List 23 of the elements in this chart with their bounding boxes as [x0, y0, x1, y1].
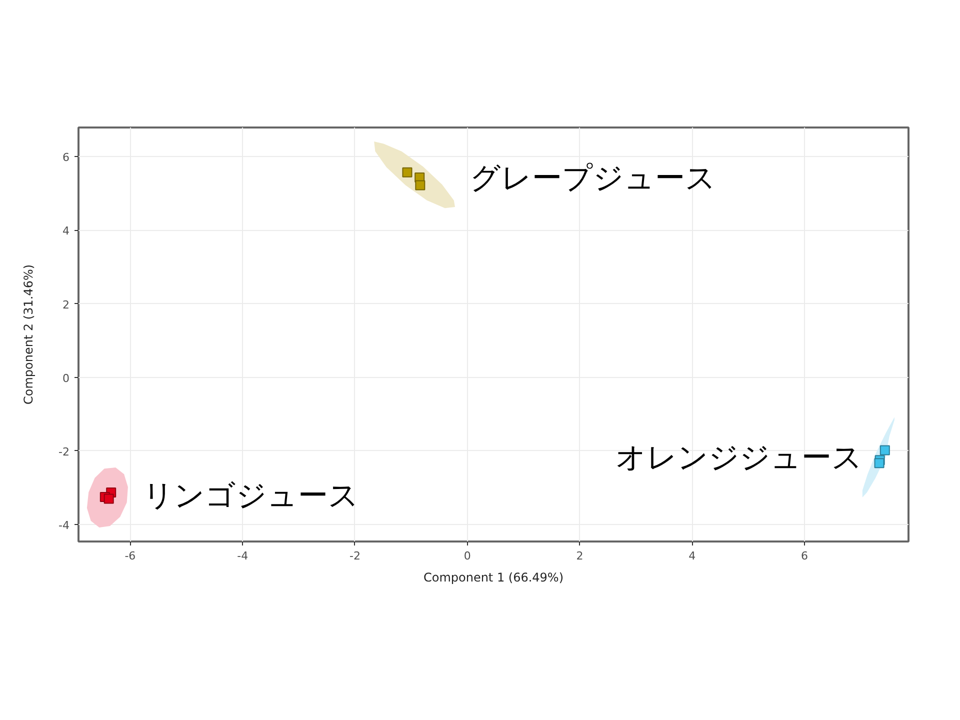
y-axis-title: Component 2 (31.46%) [22, 264, 36, 405]
x-tick-label: -6 [124, 550, 136, 562]
x-tick-label: -4 [237, 550, 248, 562]
point [402, 167, 412, 178]
y-tick-label: -4 [58, 519, 70, 532]
point [880, 445, 890, 456]
x-tick-label: -2 [349, 550, 360, 562]
x-tick-label: 2 [576, 550, 584, 562]
point [874, 458, 884, 468]
x-axis-title: Component 1 (66.49%) [423, 570, 564, 584]
x-tick-label: 0 [464, 550, 471, 562]
point [104, 494, 114, 504]
series-label: リンゴジュース [142, 478, 359, 514]
series-label: グレープジュース [470, 160, 716, 196]
point [415, 180, 426, 190]
y-tick-label: 4 [62, 224, 70, 238]
x-tick-label: 4 [688, 550, 696, 562]
y-tick-label: 6 [62, 151, 70, 164]
y-tick-label: 0 [62, 372, 70, 385]
y-tick-label: 2 [62, 298, 70, 312]
x-tick-label: 6 [801, 550, 808, 562]
y-tick-label: -2 [58, 445, 70, 458]
series-label: オレンジジュース [615, 440, 862, 476]
